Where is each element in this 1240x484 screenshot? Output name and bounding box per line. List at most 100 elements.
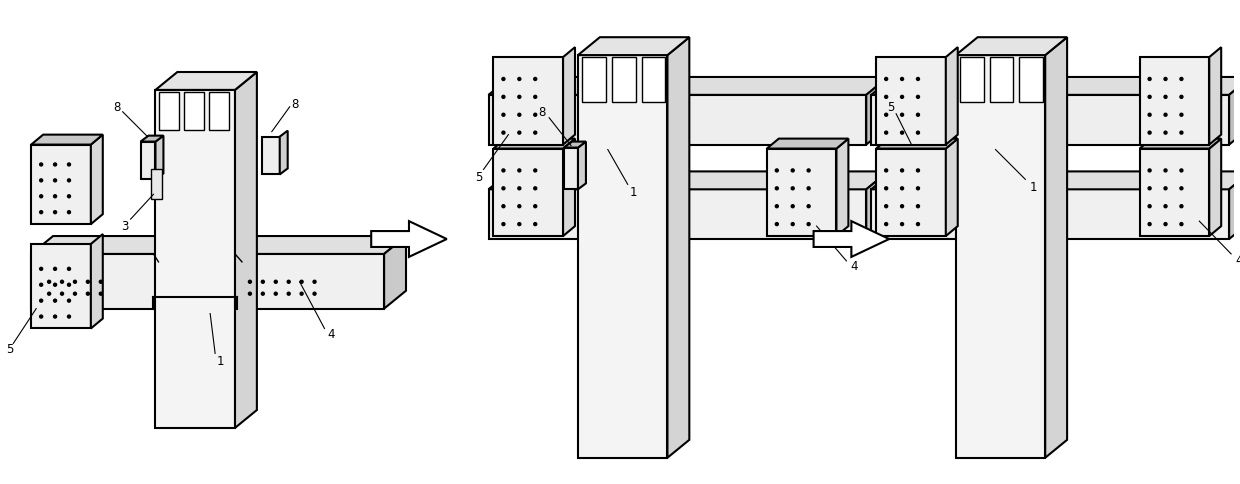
Polygon shape bbox=[1019, 58, 1043, 103]
Circle shape bbox=[1148, 205, 1151, 208]
Polygon shape bbox=[766, 149, 837, 237]
Polygon shape bbox=[1140, 149, 1209, 237]
Polygon shape bbox=[210, 93, 229, 130]
Polygon shape bbox=[578, 56, 667, 458]
Circle shape bbox=[312, 281, 316, 284]
Circle shape bbox=[53, 211, 57, 214]
Text: 5: 5 bbox=[475, 170, 482, 183]
Circle shape bbox=[791, 223, 794, 226]
Circle shape bbox=[47, 293, 51, 296]
Polygon shape bbox=[489, 96, 867, 145]
Circle shape bbox=[53, 316, 57, 318]
Text: 4: 4 bbox=[1235, 254, 1240, 267]
Circle shape bbox=[518, 96, 521, 99]
Polygon shape bbox=[280, 131, 288, 175]
Polygon shape bbox=[494, 149, 563, 237]
Polygon shape bbox=[667, 38, 689, 458]
Circle shape bbox=[67, 316, 71, 318]
Circle shape bbox=[312, 293, 316, 296]
Circle shape bbox=[916, 169, 920, 173]
Polygon shape bbox=[262, 137, 280, 175]
Circle shape bbox=[300, 281, 303, 284]
Text: 1: 1 bbox=[216, 354, 224, 367]
Circle shape bbox=[502, 187, 505, 190]
Polygon shape bbox=[956, 38, 1068, 56]
Circle shape bbox=[1180, 132, 1183, 135]
Circle shape bbox=[1180, 96, 1183, 99]
Circle shape bbox=[916, 132, 920, 135]
Circle shape bbox=[916, 96, 920, 99]
Circle shape bbox=[791, 205, 794, 208]
Polygon shape bbox=[867, 172, 888, 240]
Polygon shape bbox=[1045, 38, 1068, 458]
Polygon shape bbox=[91, 235, 103, 329]
Circle shape bbox=[40, 268, 42, 271]
Circle shape bbox=[533, 114, 537, 117]
Polygon shape bbox=[1140, 139, 1221, 149]
Circle shape bbox=[884, 223, 888, 226]
Circle shape bbox=[53, 268, 57, 271]
Polygon shape bbox=[31, 255, 384, 309]
Polygon shape bbox=[494, 139, 575, 149]
Circle shape bbox=[274, 293, 278, 296]
Circle shape bbox=[67, 268, 71, 271]
Polygon shape bbox=[1229, 78, 1240, 145]
Circle shape bbox=[40, 196, 42, 198]
Polygon shape bbox=[641, 58, 666, 103]
Circle shape bbox=[1148, 78, 1151, 81]
Circle shape bbox=[1164, 78, 1167, 81]
Circle shape bbox=[53, 196, 57, 198]
Circle shape bbox=[791, 187, 794, 190]
Circle shape bbox=[40, 284, 42, 287]
Circle shape bbox=[533, 96, 537, 99]
Circle shape bbox=[791, 169, 794, 173]
Circle shape bbox=[775, 205, 779, 208]
Circle shape bbox=[900, 132, 904, 135]
Circle shape bbox=[40, 164, 42, 166]
Circle shape bbox=[502, 78, 505, 81]
Polygon shape bbox=[837, 139, 848, 237]
Polygon shape bbox=[91, 136, 103, 225]
Polygon shape bbox=[877, 149, 946, 237]
Polygon shape bbox=[489, 78, 888, 96]
Circle shape bbox=[916, 223, 920, 226]
Circle shape bbox=[87, 281, 89, 284]
Circle shape bbox=[518, 114, 521, 117]
Polygon shape bbox=[872, 172, 1240, 190]
Circle shape bbox=[40, 300, 42, 302]
Text: 8: 8 bbox=[538, 106, 546, 119]
Polygon shape bbox=[582, 58, 606, 103]
Circle shape bbox=[533, 223, 537, 226]
Circle shape bbox=[1164, 114, 1167, 117]
Circle shape bbox=[916, 114, 920, 117]
Polygon shape bbox=[563, 48, 575, 145]
Circle shape bbox=[248, 293, 252, 296]
Text: 4: 4 bbox=[851, 260, 858, 273]
Polygon shape bbox=[1209, 48, 1221, 145]
Circle shape bbox=[775, 223, 779, 226]
Circle shape bbox=[533, 132, 537, 135]
Polygon shape bbox=[31, 145, 91, 225]
Circle shape bbox=[518, 78, 521, 81]
Circle shape bbox=[518, 223, 521, 226]
Circle shape bbox=[916, 78, 920, 81]
Circle shape bbox=[916, 187, 920, 190]
Circle shape bbox=[900, 96, 904, 99]
Circle shape bbox=[288, 281, 290, 284]
Circle shape bbox=[533, 78, 537, 81]
Circle shape bbox=[502, 114, 505, 117]
Circle shape bbox=[262, 293, 264, 296]
Polygon shape bbox=[872, 190, 1229, 240]
Polygon shape bbox=[611, 58, 636, 103]
Text: 1: 1 bbox=[1029, 181, 1037, 194]
Circle shape bbox=[1148, 132, 1151, 135]
Circle shape bbox=[502, 205, 505, 208]
Circle shape bbox=[67, 180, 71, 182]
Circle shape bbox=[502, 132, 505, 135]
Circle shape bbox=[518, 132, 521, 135]
Circle shape bbox=[67, 196, 71, 198]
Circle shape bbox=[1180, 187, 1183, 190]
Polygon shape bbox=[877, 139, 957, 149]
Polygon shape bbox=[489, 172, 888, 190]
Polygon shape bbox=[155, 91, 236, 428]
